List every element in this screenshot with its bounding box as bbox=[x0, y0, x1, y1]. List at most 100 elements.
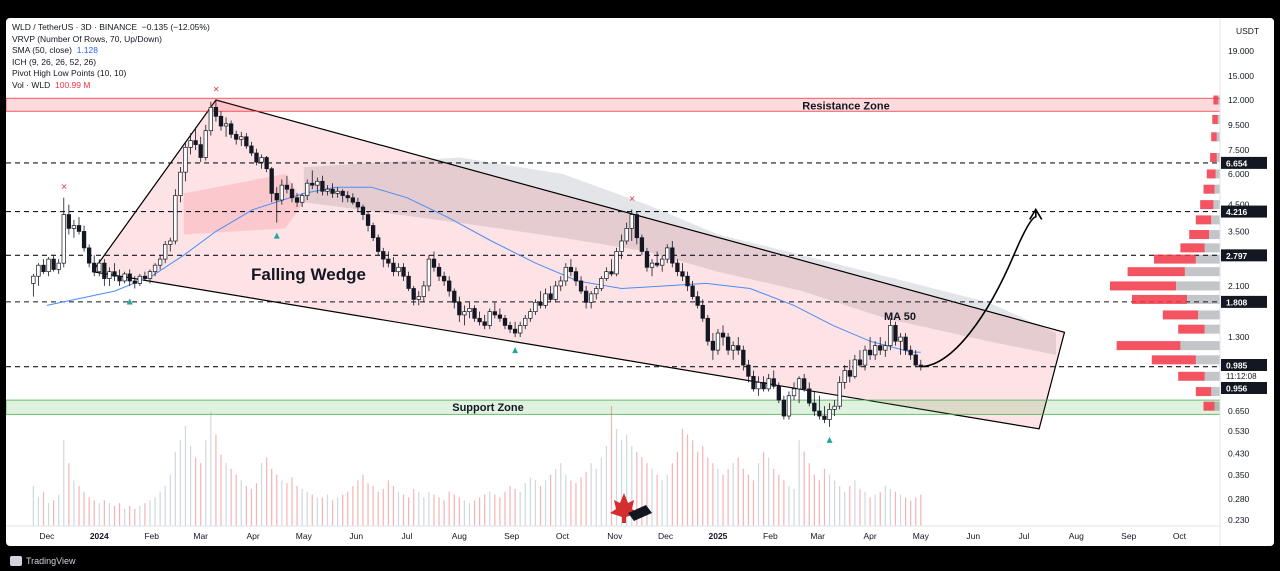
legend-change: −0.135 (−12.05%) bbox=[141, 22, 210, 32]
price-tick-label: 0.230 bbox=[1228, 515, 1250, 525]
legend-sma-row[interactable]: SMA (50, close) 1.128 bbox=[12, 45, 210, 57]
candle bbox=[675, 259, 680, 277]
candle bbox=[31, 273, 36, 297]
candle bbox=[583, 285, 589, 309]
volume-bar bbox=[788, 486, 790, 526]
volume-bar bbox=[276, 474, 278, 526]
volume-bar bbox=[438, 497, 440, 526]
candle bbox=[213, 100, 219, 122]
tradingview-logo-icon bbox=[10, 556, 22, 566]
price-level-label: 2.797 bbox=[1226, 251, 1248, 261]
volume-bar bbox=[473, 500, 476, 526]
volume-profile-down-bar bbox=[1110, 281, 1176, 291]
candle bbox=[244, 133, 249, 149]
volume-bar bbox=[220, 454, 222, 526]
candle bbox=[512, 321, 518, 338]
volume-bar bbox=[636, 451, 638, 526]
price-chart[interactable]: ✕ ✕ ✕ Resistance Zone Support Zone Falling We… bbox=[6, 18, 1274, 546]
candle bbox=[786, 391, 792, 420]
volume-bar bbox=[443, 500, 445, 526]
time-tick-label: Sep bbox=[1121, 531, 1136, 541]
candle bbox=[76, 217, 82, 235]
candle bbox=[807, 382, 812, 407]
candle bbox=[578, 276, 584, 294]
candle bbox=[279, 179, 284, 205]
time-tick-label: Oct bbox=[1173, 531, 1187, 541]
volume-bar bbox=[271, 468, 273, 526]
candle bbox=[97, 259, 102, 277]
candle bbox=[112, 263, 117, 281]
volume-bar bbox=[169, 474, 171, 526]
candle bbox=[239, 131, 244, 146]
candle bbox=[695, 291, 700, 309]
volume-bar bbox=[337, 497, 339, 526]
volume-profile-up-bar bbox=[1198, 310, 1220, 320]
candle bbox=[538, 291, 543, 309]
volume-bar bbox=[362, 474, 364, 526]
volume-bar bbox=[88, 497, 90, 526]
volume-bar bbox=[266, 457, 268, 526]
candle bbox=[802, 373, 807, 392]
price-level-label: 0.956 bbox=[1226, 384, 1248, 394]
candle bbox=[416, 291, 421, 306]
time-tick-label: Jul bbox=[1018, 531, 1029, 541]
volume-bar bbox=[813, 474, 815, 526]
volume-bar bbox=[590, 463, 592, 526]
candle bbox=[71, 219, 77, 238]
volume-bar bbox=[519, 491, 521, 526]
volume-bar bbox=[433, 494, 435, 526]
candle bbox=[893, 321, 898, 346]
volume-bar bbox=[124, 508, 126, 526]
volume-profile-down-bar bbox=[1127, 267, 1185, 277]
candle bbox=[310, 170, 315, 190]
candle bbox=[56, 259, 61, 274]
volume-bar bbox=[539, 486, 542, 526]
volume-profile bbox=[1110, 95, 1220, 411]
candle bbox=[269, 167, 274, 203]
volume-bar bbox=[73, 480, 75, 526]
volume-bar bbox=[742, 468, 744, 526]
candle bbox=[518, 321, 523, 338]
candle bbox=[573, 267, 579, 286]
time-tick-label: 2024 bbox=[90, 531, 109, 541]
volume-bar bbox=[418, 491, 420, 526]
time-tick-label: Mar bbox=[193, 531, 208, 541]
time-tick-label: Apr bbox=[246, 531, 259, 541]
volume-bar bbox=[210, 411, 212, 526]
volume-bar bbox=[600, 457, 602, 526]
candle bbox=[873, 341, 878, 360]
legend-vrvp[interactable]: VRVP (Number Of Rows, 70, Up/Down) bbox=[12, 33, 162, 44]
price-tick-label: 4.500 bbox=[1228, 200, 1250, 210]
volume-bar bbox=[306, 491, 308, 526]
volume-bar bbox=[342, 494, 344, 526]
candle bbox=[568, 259, 574, 277]
candle bbox=[609, 259, 614, 277]
time-tick-label: Sep bbox=[504, 531, 519, 541]
volume-profile-up-bar bbox=[1204, 324, 1220, 334]
candle bbox=[406, 271, 411, 292]
candle bbox=[543, 288, 548, 309]
candle bbox=[452, 288, 457, 309]
legend-vol-row[interactable]: Vol · WLD 100.99 M bbox=[12, 80, 210, 92]
candle bbox=[614, 247, 619, 277]
volume-bar bbox=[641, 457, 643, 526]
candle bbox=[320, 175, 325, 196]
indicator-legend: WLD / TetherUS · 3D · BINANCE −0.135 (−1… bbox=[12, 22, 210, 92]
volume-bar bbox=[154, 497, 156, 526]
candle bbox=[720, 325, 726, 346]
legend-pivot[interactable]: Pivot High Low Points (10, 10) bbox=[12, 68, 127, 79]
candle bbox=[325, 185, 330, 196]
volume-bar bbox=[915, 497, 917, 526]
pivot-low-marker bbox=[126, 298, 133, 305]
volume-profile-down-bar bbox=[1162, 310, 1198, 320]
legend-vol-value: 100.99 M bbox=[55, 79, 91, 90]
volume-bar bbox=[189, 446, 192, 526]
volume-bar bbox=[326, 494, 329, 526]
volume-bar bbox=[828, 474, 831, 526]
volume-bar bbox=[377, 491, 379, 526]
chart-panel[interactable]: ✕ ✕ ✕ Resistance Zone Support Zone Falling We… bbox=[6, 18, 1274, 546]
legend-symbol-row[interactable]: WLD / TetherUS · 3D · BINANCE −0.135 (−1… bbox=[12, 22, 210, 34]
legend-ich[interactable]: ICH (9, 26, 26, 52, 26) bbox=[12, 56, 97, 67]
price-level-badge bbox=[1221, 249, 1267, 262]
volume-bar bbox=[534, 480, 536, 526]
